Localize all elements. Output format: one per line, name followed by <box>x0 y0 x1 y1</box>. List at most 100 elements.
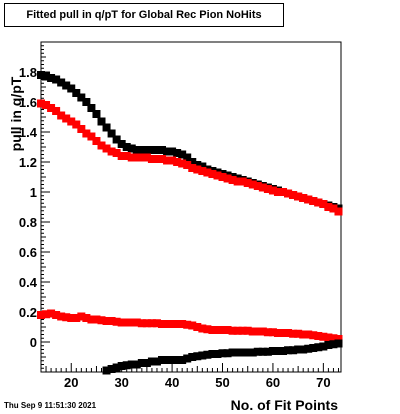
series-4-point <box>238 348 247 357</box>
series-2-point <box>57 111 66 120</box>
series-4-point <box>218 349 227 358</box>
series-3-point <box>152 319 161 328</box>
series-1-point <box>163 147 172 156</box>
series-1-point <box>137 146 146 154</box>
series-4-point <box>279 347 288 355</box>
series-3-point <box>137 319 146 328</box>
series-3-point <box>223 326 232 334</box>
series-2-point <box>52 107 61 115</box>
series-3-point <box>294 329 303 338</box>
series-3-point <box>289 329 298 338</box>
series-4-point <box>178 356 187 364</box>
series-1-point <box>188 158 197 166</box>
series-4-point <box>152 357 161 366</box>
series-2-point <box>233 177 242 186</box>
series-1-point <box>92 110 101 118</box>
y-axis-label: pull in q/pT <box>8 76 24 151</box>
x-axis-label: No. of Fit Points <box>231 397 339 413</box>
series-2-point <box>223 174 232 183</box>
series-4-point <box>243 348 252 357</box>
series-3-point <box>122 318 131 327</box>
series-3-point <box>228 326 237 335</box>
series-3-point <box>218 326 227 334</box>
series-3-point <box>243 326 252 335</box>
series-2-point <box>218 173 227 181</box>
series-2-point <box>188 164 197 172</box>
series-4-point <box>228 348 237 357</box>
series-2-point <box>304 195 313 204</box>
series-4-point <box>117 362 126 370</box>
series-1-point <box>102 123 111 132</box>
series-3-point <box>47 309 56 318</box>
series-2-point <box>203 168 212 177</box>
y-tick-label: 1.4 <box>19 125 38 140</box>
series-3-point <box>87 315 96 324</box>
x-tick-label: 30 <box>114 375 128 390</box>
series-4-point <box>284 346 293 355</box>
series-4-point <box>258 347 267 356</box>
series-3-point <box>117 318 126 327</box>
series-2-point <box>263 185 272 193</box>
series-4-point <box>213 350 222 358</box>
series-3-point <box>203 325 212 334</box>
series-2-point <box>329 204 338 213</box>
series-2-point <box>92 137 101 145</box>
series-2-point <box>248 180 257 189</box>
series-1-point <box>107 129 116 138</box>
timestamp: Thu Sep 9 11:51:30 2021 <box>4 401 97 410</box>
series-3-point <box>233 326 242 335</box>
series-2-point <box>127 153 136 162</box>
series-2-point <box>279 188 288 196</box>
series-4-point <box>198 351 207 360</box>
series-2-point <box>243 179 252 187</box>
series-2-point <box>67 117 76 126</box>
series-1-point <box>67 84 76 93</box>
series-2-point <box>137 153 146 162</box>
series-4-point <box>102 366 111 375</box>
series-1-point <box>42 72 51 81</box>
series-3-point <box>268 328 277 337</box>
series-2-point <box>82 129 91 138</box>
series-2-point <box>112 149 121 157</box>
chart-title: Fitted pull in q/pT for Global Rec Pion … <box>4 3 284 27</box>
series-1-point <box>193 161 202 169</box>
y-tick-label: 0.6 <box>19 245 37 260</box>
series-1-point <box>52 75 61 84</box>
series-2-point <box>299 194 308 202</box>
series-1-point <box>62 81 71 90</box>
series-2-point <box>117 152 126 160</box>
series-2-point <box>213 171 222 180</box>
series-3-point <box>42 310 51 319</box>
series-3-point <box>173 320 182 328</box>
y-tick-label: 1.8 <box>19 65 37 80</box>
series-4-point <box>132 360 141 369</box>
series-4-point <box>299 345 308 354</box>
series-1-point <box>47 74 56 82</box>
series-2-point <box>193 165 202 174</box>
series-3-point <box>163 320 172 328</box>
series-1-point <box>37 71 45 79</box>
series-3-point <box>279 329 288 337</box>
series-2-point <box>158 155 167 163</box>
series-4-point <box>289 346 298 355</box>
series-3-point <box>107 317 116 325</box>
y-tick-label: 0.2 <box>19 305 37 320</box>
series-2-point <box>107 147 116 156</box>
series-3-point <box>77 312 86 321</box>
series-2-point <box>97 141 106 150</box>
series-4-point <box>127 360 136 369</box>
series-1-point <box>158 146 167 154</box>
series-4-point <box>334 339 343 348</box>
y-tick-label: 0 <box>30 335 37 350</box>
series-3-point <box>284 329 293 337</box>
series-3-point <box>142 319 151 328</box>
y-tick-label: 0.4 <box>19 275 38 290</box>
y-tick-label: 1 <box>30 185 37 200</box>
series-3-point <box>97 316 106 325</box>
series-4-point <box>324 341 333 349</box>
series-2-point <box>62 114 71 123</box>
series-4-point <box>183 354 192 363</box>
series-1-point <box>112 135 121 144</box>
series-2-point <box>178 159 187 168</box>
series-3-point <box>314 332 323 340</box>
